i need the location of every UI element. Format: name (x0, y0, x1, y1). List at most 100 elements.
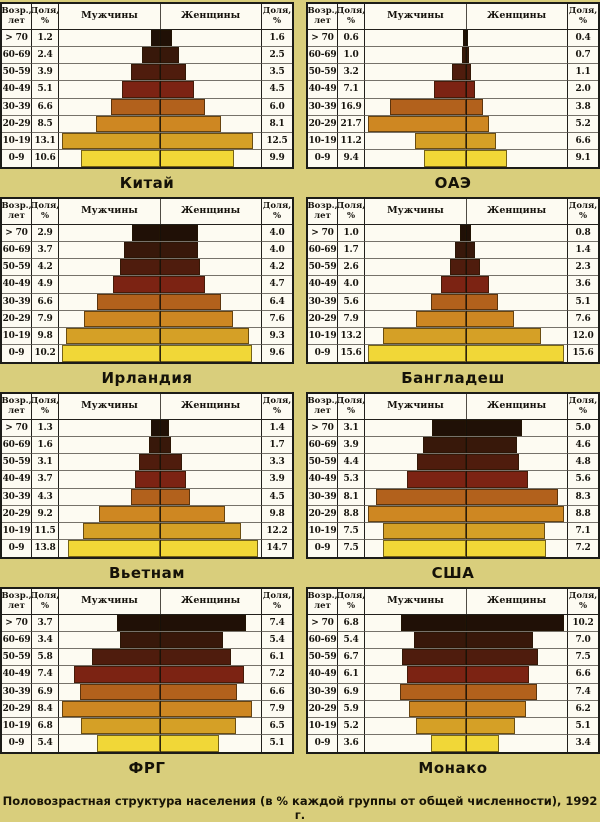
header-share-right: Доля, % (261, 394, 292, 420)
header-women-label: Женщины (486, 400, 547, 412)
women-value-cell: 4.5 (261, 488, 292, 506)
women-bar (160, 420, 170, 437)
men-value-cell: 5.8 (32, 649, 59, 667)
men-value-cell: 4.3 (32, 488, 59, 506)
men-value-cell: 6.8 (338, 615, 365, 633)
women-bar (466, 115, 490, 132)
men-value-cell: 6.9 (338, 683, 365, 701)
men-value-cell: 1.2 (32, 30, 59, 48)
age-cell: 10-19 (2, 327, 32, 345)
men-bar (68, 539, 160, 557)
women-value-cell: 5.1 (567, 717, 598, 735)
chart-title: Китай (119, 174, 175, 192)
men-value-cell: 9.2 (32, 505, 59, 523)
men-bar (382, 522, 466, 539)
header-men-label: Мужчины (81, 400, 138, 412)
header-men-women: Мужчины Женщины (365, 394, 567, 420)
age-cell: 20-29 (2, 310, 32, 328)
age-cell: 40-49 (308, 666, 338, 684)
women-bar (466, 81, 476, 98)
age-cell: 20-29 (308, 505, 338, 523)
men-bar (431, 734, 466, 752)
women-bar (160, 615, 247, 632)
age-cell: 0-9 (308, 734, 338, 752)
header-share-left: Доля, % (31, 4, 59, 30)
women-bar (466, 30, 468, 47)
men-bar (139, 454, 160, 471)
age-cell: 40-49 (308, 276, 338, 294)
women-value-cell: 0.7 (567, 47, 598, 65)
women-value-cell: 5.1 (567, 293, 598, 311)
pyramid-cell (365, 132, 567, 150)
men-bar (92, 649, 160, 666)
men-value-cell: 5.6 (338, 293, 365, 311)
men-bar (112, 276, 160, 293)
men-value-cell: 3.7 (32, 471, 59, 489)
women-value-cell: 9.8 (261, 505, 292, 523)
women-bar (466, 734, 499, 752)
header-share-right: Доля, % (261, 199, 292, 225)
men-value-cell: 1.6 (32, 437, 59, 455)
pyramid-cell (365, 488, 567, 506)
men-bar (417, 454, 466, 471)
header-age: Возр., лет (307, 394, 338, 420)
men-value-cell: 3.1 (338, 420, 365, 438)
pyramid-cell (365, 666, 567, 684)
age-cell: 10-19 (2, 132, 32, 150)
chart-table: Возр., лет Доля, % Мужчины Женщины Доля, % > … (306, 587, 600, 754)
pyramid-cell (59, 98, 261, 116)
pyramid-cell (365, 471, 567, 489)
men-value-cell: 9.4 (338, 149, 365, 167)
women-bar (466, 717, 515, 734)
age-cell: 60-69 (2, 437, 32, 455)
age-cell: 10-19 (308, 717, 338, 735)
pyramid-cell (59, 344, 261, 363)
pyramid-cell (59, 683, 261, 701)
pyramid-cell (365, 47, 567, 65)
age-cell: 60-69 (308, 242, 338, 260)
header-women-label: Женщины (486, 205, 547, 217)
women-bar (160, 717, 236, 734)
women-bar (466, 293, 499, 310)
age-cell: 30-39 (2, 488, 32, 506)
age-cell: 0-9 (2, 734, 32, 752)
header-share-right: Доля, % (261, 589, 292, 615)
header-share-left: Доля, % (31, 589, 59, 615)
women-bar (160, 132, 254, 149)
age-cell: 20-29 (2, 700, 32, 718)
pyramid-cell (59, 259, 261, 277)
men-bar (80, 717, 160, 734)
men-bar (131, 488, 160, 505)
men-bar (62, 700, 160, 717)
women-value-cell: 4.5 (261, 81, 292, 99)
pyramid-cell (365, 344, 567, 363)
header-women-label: Женщины (486, 595, 547, 607)
pyramid-cell (365, 81, 567, 99)
age-cell: 60-69 (2, 632, 32, 650)
men-value-cell: 16.9 (338, 98, 365, 116)
age-cell: 30-39 (308, 293, 338, 311)
header-women-label: Женщины (486, 10, 547, 22)
women-value-cell: 3.8 (567, 98, 598, 116)
age-cell: 30-39 (308, 98, 338, 116)
age-cell: 10-19 (2, 717, 32, 735)
header-share-right: Доля, % (567, 4, 598, 30)
pyramid-cell (59, 64, 261, 82)
age-cell: 0-9 (308, 344, 338, 362)
age-cell: > 70 (2, 30, 32, 48)
women-bar (466, 505, 564, 522)
women-value-cell: 4.8 (567, 454, 598, 472)
header-women-label: Женщины (180, 595, 241, 607)
men-value-cell: 1.0 (338, 47, 365, 65)
age-cell: 60-69 (308, 47, 338, 65)
men-bar (416, 310, 466, 327)
pyramid-cell (59, 717, 261, 735)
men-bar (151, 420, 160, 437)
header-share-right: Доля, % (261, 4, 292, 30)
women-value-cell: 15.6 (567, 344, 598, 362)
women-value-cell: 4.0 (261, 225, 292, 243)
women-value-cell: 7.6 (567, 310, 598, 328)
figure-caption: Половозрастная структура населения (в % … (2, 794, 598, 822)
women-bar (160, 734, 220, 752)
pyramid-charts-grid: Возр., лет Доля, % Мужчины Женщины Доля, % > … (0, 2, 600, 782)
